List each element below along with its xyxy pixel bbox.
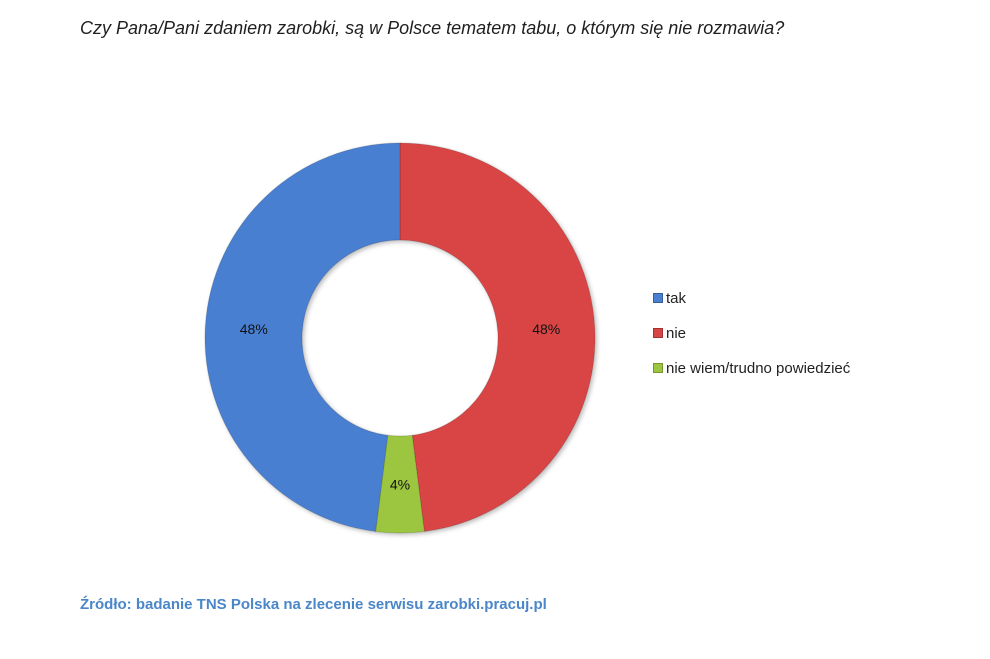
legend-label-tak: tak bbox=[666, 289, 687, 307]
legend-label-nie: nie bbox=[666, 324, 687, 342]
slice-tak bbox=[204, 142, 401, 533]
data-labels: 48% 4% 48% bbox=[240, 321, 560, 493]
legend-swatch-tak bbox=[653, 293, 663, 303]
data-label-nie-wiem: 4% bbox=[390, 477, 410, 493]
source-note: Źródło: badanie TNS Polska na zlecenie s… bbox=[80, 596, 547, 613]
doughnut-slices bbox=[204, 142, 596, 534]
legend-item-tak: tak bbox=[653, 288, 850, 308]
legend-item-nie: nie bbox=[653, 323, 850, 343]
chart-title: Czy Pana/Pani zdaniem zarobki, są w Pols… bbox=[80, 18, 785, 38]
slice-nie bbox=[399, 142, 596, 533]
data-label-nie: 48% bbox=[532, 321, 560, 337]
legend-label-nie-wiem: nie wiem/trudno powiedzieć bbox=[666, 359, 851, 377]
chart-legend: tak nie nie wiem/trudno powiedzieć bbox=[653, 288, 850, 393]
data-label-tak: 48% bbox=[240, 321, 268, 337]
legend-item-nie-wiem: nie wiem/trudno powiedzieć bbox=[653, 358, 850, 378]
legend-swatch-nie bbox=[653, 328, 663, 338]
legend-swatch-nie-wiem bbox=[653, 363, 663, 373]
